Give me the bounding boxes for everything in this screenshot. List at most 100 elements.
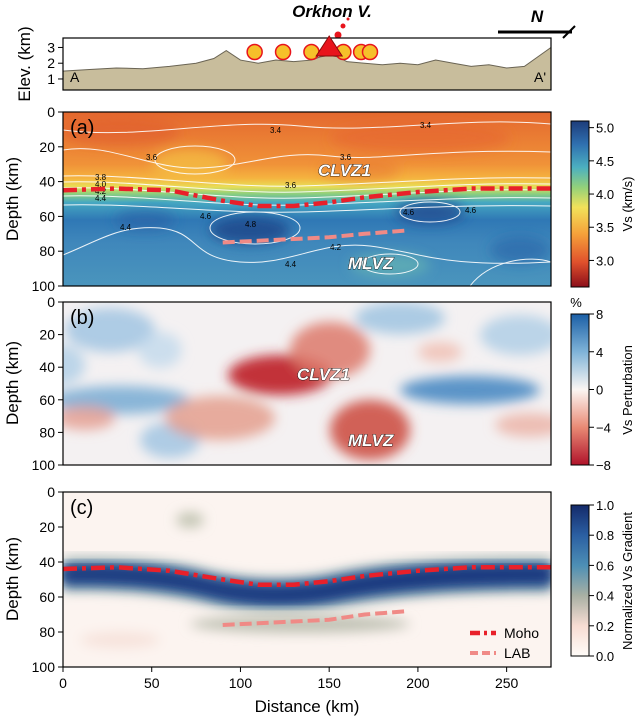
colorbar-tick-label: −4 [596, 420, 611, 435]
panel-a: 3.43.4 3.6 3.63.6 3.84.04.2 4.44.4 4.6 4.6… [3, 104, 635, 294]
colorbar-tick-label: 0.8 [596, 528, 614, 543]
station-marker [246, 43, 263, 61]
legend: Moho LAB [470, 625, 539, 661]
depth-tick-label: 40 [39, 174, 55, 190]
colorbar-tick-label: 5.0 [596, 121, 614, 136]
colorbar-tick-label: 1.0 [596, 498, 614, 513]
legend-moho-label: Moho [504, 625, 539, 641]
colorbar-c-label: Normalized Vs Gradient [620, 512, 635, 650]
elevation-panel: 123 A A' Elev. (km) [15, 26, 552, 102]
x-tick-label: 250 [495, 675, 519, 691]
svg-text:4.2: 4.2 [330, 243, 342, 252]
station-marker [274, 43, 292, 61]
colorbar-tick-label: 3.5 [596, 220, 614, 235]
colorbar-tick-label: −8 [596, 458, 611, 473]
moho-line-a [63, 186, 551, 209]
lab-line-a [222, 228, 410, 245]
depth-tick-label: 40 [39, 359, 55, 375]
depth-tick-label: 80 [39, 624, 55, 640]
svg-text:4.8: 4.8 [245, 220, 257, 229]
profile-end-label: A' [534, 69, 546, 85]
colorbar-b-label: Vs Perturbation [620, 345, 635, 435]
depth-tick-label: 0 [47, 104, 55, 120]
svg-text:3.8: 3.8 [95, 173, 107, 182]
depth-tick-label: 100 [32, 659, 56, 675]
svg-text:3.4: 3.4 [270, 126, 282, 135]
svg-text:4.6: 4.6 [403, 208, 415, 217]
depth-tick-label: 40 [39, 554, 55, 570]
svg-text:4.0: 4.0 [95, 180, 107, 189]
x-tick-label: 0 [59, 675, 67, 691]
depth-tick-label: 0 [47, 294, 55, 310]
colorbar-tick-label: 0.0 [596, 649, 614, 664]
colorbar-a-label: Vs (km/s) [620, 177, 635, 232]
colorbar-a [570, 120, 590, 288]
x-tick-label: 50 [144, 675, 160, 691]
colorbar-tick-label: 0 [596, 383, 603, 398]
depth-tick-label: 20 [39, 519, 55, 535]
svg-text:4.4: 4.4 [120, 223, 132, 232]
depth-tick-label: 80 [39, 424, 55, 440]
elev-tick-label: 2 [47, 55, 55, 71]
colorbar-tick-label: 4 [596, 345, 603, 360]
colorbar-tick-label: 0.6 [596, 558, 614, 573]
svg-text:3.4: 3.4 [420, 121, 432, 130]
colorbar-b-unit: % [570, 295, 582, 310]
volcano-marker [315, 35, 344, 57]
volcano-title: Orkhon V. [292, 2, 372, 21]
panel-b-label: (b) [70, 307, 94, 329]
legend-lab-label: LAB [504, 645, 530, 661]
depth-tick-label: 60 [39, 589, 55, 605]
clvz1-annotation-b: CLVZ1 [297, 365, 350, 384]
svg-text:4.6: 4.6 [200, 212, 212, 221]
profile-start-label: A [70, 69, 80, 85]
svg-text:4.6: 4.6 [465, 206, 477, 215]
depth-tick-label: 60 [39, 208, 55, 224]
depth-tick-label: 100 [32, 457, 56, 473]
panel-b-ylabel: Depth (km) [3, 341, 22, 425]
colorbar-tick-label: 4.0 [596, 187, 614, 202]
volcano-eruption-dots [334, 17, 350, 39]
colorbar-tick-label: 3.0 [596, 253, 614, 268]
svg-text:4.4: 4.4 [95, 194, 107, 203]
depth-tick-label: 80 [39, 243, 55, 259]
colorbar-tick-label: 0.4 [596, 589, 614, 604]
svg-text:3.6: 3.6 [146, 153, 158, 162]
x-tick-label: 100 [229, 675, 253, 691]
colorbar-c [570, 504, 590, 657]
colorbar-tick-label: 8 [596, 307, 603, 322]
svg-text:3.6: 3.6 [285, 181, 297, 190]
mlvz-annotation-a: MLVZ [348, 254, 394, 273]
colorbar-tick-label: 0.2 [596, 619, 614, 634]
x-tick-label: 150 [318, 675, 342, 691]
elev-tick-label: 1 [47, 71, 55, 87]
svg-text:4.4: 4.4 [285, 260, 297, 269]
contour-labels: 3.43.4 3.6 3.63.6 3.84.04.2 4.44.4 4.6 4.6… [95, 121, 477, 269]
x-tick-label: 200 [406, 675, 430, 691]
panel-a-ylabel: Depth (km) [3, 157, 22, 241]
station-marker [361, 43, 379, 61]
colorbar-tick-label: 4.5 [596, 154, 614, 169]
colorbar-b [570, 313, 590, 466]
depth-tick-label: 100 [32, 278, 56, 294]
lab-line-c [222, 609, 410, 627]
elev-tick-label: 3 [47, 39, 55, 55]
svg-text:3.6: 3.6 [340, 153, 352, 162]
north-label: N [531, 7, 544, 26]
depth-tick-label: 0 [47, 484, 55, 500]
panel-c: (c) 0 20 40 60 80 100 Depth (km) 1.0 0.8 0.6 0.4… [3, 484, 635, 716]
panel-c-label: (c) [70, 497, 93, 519]
mlvz-annotation-b: MLVZ [348, 431, 394, 450]
panel-a-label: (a) [70, 117, 94, 139]
svg-text:4.2: 4.2 [95, 187, 107, 196]
clvz1-annotation-a: CLVZ1 [318, 161, 371, 180]
moho-line-c [63, 564, 551, 587]
station-marker [303, 43, 320, 61]
elevation-ylabel: Elev. (km) [15, 26, 34, 101]
north-arrow: N [498, 7, 576, 39]
panel-c-ylabel: Depth (km) [3, 537, 22, 621]
x-axis-label: Distance (km) [255, 697, 360, 716]
depth-tick-label: 20 [39, 139, 55, 155]
